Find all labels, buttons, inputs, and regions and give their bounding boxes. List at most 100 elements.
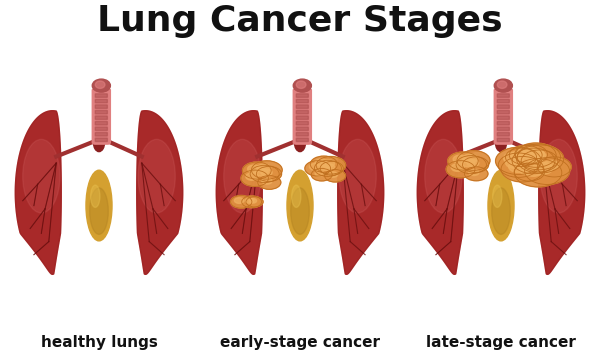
FancyBboxPatch shape	[296, 138, 308, 142]
Polygon shape	[16, 111, 61, 274]
Circle shape	[446, 161, 475, 178]
Circle shape	[314, 160, 341, 176]
FancyBboxPatch shape	[95, 122, 107, 125]
FancyBboxPatch shape	[95, 99, 107, 103]
Polygon shape	[539, 111, 584, 274]
Circle shape	[515, 143, 556, 167]
Circle shape	[248, 165, 260, 173]
Ellipse shape	[138, 139, 175, 213]
Circle shape	[538, 157, 571, 177]
Ellipse shape	[488, 170, 514, 241]
FancyBboxPatch shape	[296, 116, 308, 119]
FancyBboxPatch shape	[497, 122, 509, 125]
Circle shape	[261, 169, 272, 176]
Ellipse shape	[92, 79, 110, 92]
Circle shape	[464, 167, 488, 181]
Ellipse shape	[494, 79, 512, 92]
Circle shape	[255, 168, 268, 176]
Polygon shape	[418, 111, 463, 274]
Ellipse shape	[290, 188, 310, 234]
Polygon shape	[338, 111, 384, 274]
Ellipse shape	[339, 139, 376, 213]
Circle shape	[517, 145, 563, 173]
FancyBboxPatch shape	[293, 88, 311, 144]
Circle shape	[315, 159, 327, 166]
FancyBboxPatch shape	[497, 105, 509, 108]
Polygon shape	[217, 111, 262, 274]
Circle shape	[467, 160, 479, 167]
Polygon shape	[217, 111, 262, 274]
Circle shape	[250, 165, 279, 182]
Circle shape	[242, 162, 271, 179]
FancyBboxPatch shape	[296, 127, 308, 131]
Circle shape	[532, 162, 553, 174]
Circle shape	[256, 167, 281, 181]
FancyBboxPatch shape	[296, 132, 308, 136]
Polygon shape	[137, 111, 182, 274]
Circle shape	[315, 171, 325, 176]
Circle shape	[496, 147, 541, 174]
Ellipse shape	[497, 81, 507, 88]
Circle shape	[305, 161, 331, 176]
Circle shape	[515, 149, 530, 157]
Circle shape	[509, 161, 528, 172]
Ellipse shape	[86, 170, 112, 241]
FancyBboxPatch shape	[494, 88, 512, 144]
Circle shape	[503, 152, 524, 164]
Ellipse shape	[287, 170, 313, 241]
FancyBboxPatch shape	[497, 110, 509, 114]
Circle shape	[520, 166, 533, 174]
FancyBboxPatch shape	[95, 127, 107, 131]
Ellipse shape	[496, 133, 506, 152]
Circle shape	[321, 160, 335, 168]
FancyBboxPatch shape	[497, 138, 509, 142]
Circle shape	[512, 148, 555, 174]
Circle shape	[511, 151, 525, 160]
Circle shape	[525, 150, 546, 163]
Circle shape	[242, 196, 262, 208]
Circle shape	[453, 155, 467, 163]
Text: late-stage cancer: late-stage cancer	[426, 335, 576, 350]
FancyBboxPatch shape	[296, 122, 308, 125]
Circle shape	[527, 154, 544, 164]
Ellipse shape	[292, 185, 301, 207]
Text: healthy lungs: healthy lungs	[41, 335, 157, 350]
FancyBboxPatch shape	[497, 132, 509, 136]
Circle shape	[463, 157, 488, 172]
Ellipse shape	[425, 139, 462, 213]
Circle shape	[325, 169, 346, 182]
Circle shape	[509, 145, 542, 165]
Circle shape	[328, 172, 338, 177]
Circle shape	[515, 144, 547, 164]
Circle shape	[544, 160, 559, 169]
FancyBboxPatch shape	[497, 99, 509, 103]
Circle shape	[463, 154, 478, 163]
FancyBboxPatch shape	[95, 110, 107, 114]
Circle shape	[523, 147, 541, 158]
Circle shape	[246, 173, 258, 180]
FancyBboxPatch shape	[95, 94, 107, 97]
Circle shape	[319, 163, 331, 171]
Circle shape	[310, 156, 337, 172]
Circle shape	[251, 161, 282, 179]
Circle shape	[461, 159, 475, 167]
Circle shape	[257, 164, 271, 172]
FancyBboxPatch shape	[296, 94, 308, 97]
Circle shape	[514, 159, 562, 187]
Ellipse shape	[293, 79, 311, 92]
Circle shape	[310, 163, 321, 170]
Circle shape	[523, 164, 544, 176]
Polygon shape	[137, 111, 182, 274]
Ellipse shape	[224, 139, 261, 213]
Ellipse shape	[540, 139, 577, 213]
FancyBboxPatch shape	[497, 116, 509, 119]
Circle shape	[517, 144, 560, 170]
Circle shape	[320, 161, 343, 175]
Circle shape	[451, 164, 464, 171]
Ellipse shape	[296, 81, 306, 88]
Circle shape	[324, 164, 335, 170]
FancyBboxPatch shape	[296, 99, 308, 103]
Circle shape	[249, 198, 257, 203]
Text: Lung Cancer Stages: Lung Cancer Stages	[97, 4, 503, 38]
Circle shape	[469, 169, 479, 176]
